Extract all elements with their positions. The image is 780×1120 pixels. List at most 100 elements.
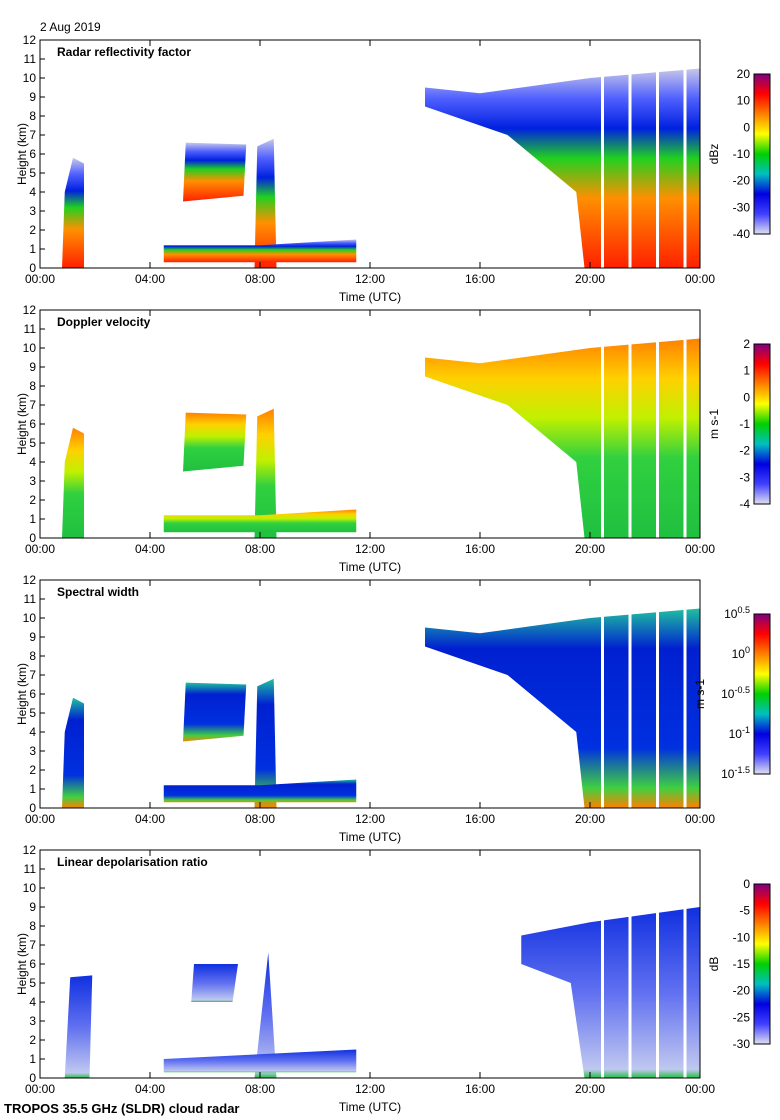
x-tick-label: 16:00 [465, 1082, 495, 1096]
tick-base: 10 [729, 727, 743, 741]
y-tick-label: 10 [23, 611, 37, 625]
echo-region [183, 142, 247, 202]
data-gap [656, 599, 659, 808]
colorbar [753, 73, 771, 235]
y-tick-label: 11 [24, 322, 37, 336]
y-tick-label: 12 [23, 573, 37, 587]
x-axis-label: Time (UTC) [339, 830, 401, 844]
x-tick-label: 20:00 [575, 542, 605, 556]
data-gap [601, 599, 604, 808]
x-tick-label: 12:00 [355, 1082, 385, 1096]
tick-exponent: -0.5 [734, 685, 750, 695]
x-tick-label: 04:00 [135, 812, 165, 826]
x-tick-label: 04:00 [135, 542, 165, 556]
colorbar-tick-label: -40 [733, 227, 751, 241]
echo-region [62, 427, 84, 538]
y-tick-label: 11 [24, 592, 37, 606]
x-tick-label: 00:00 [25, 542, 55, 556]
data-gap [656, 59, 659, 268]
data-gap [601, 897, 604, 1078]
tick-base: 10 [721, 767, 735, 781]
y-tick-label: 5 [29, 166, 36, 180]
colorbar-tick-label: 20 [737, 67, 751, 81]
y-tick-label: 6 [29, 147, 36, 161]
y-tick-label: 1 [29, 512, 36, 526]
y-tick-label: 8 [29, 649, 36, 663]
colorbar-tick-label: -25 [733, 1010, 751, 1024]
colorbar-tick-label: 10-1 [729, 725, 750, 741]
x-tick-label: 00:00 [685, 272, 715, 286]
colorbar-label: dB [707, 957, 721, 972]
y-tick-label: 5 [29, 976, 36, 990]
panel-title: Linear depolarisation ratio [57, 855, 208, 869]
y-tick-label: 1 [29, 1052, 36, 1066]
colorbar-tick-label: 0 [743, 390, 750, 404]
echo-region [62, 697, 84, 808]
x-tick-label: 08:00 [245, 1082, 275, 1096]
y-tick-label: 9 [29, 900, 36, 914]
colorbar-tick-label: 100.5 [724, 605, 750, 621]
colorbar-tick-label: 2 [743, 337, 750, 351]
data-gap [683, 897, 687, 1078]
y-tick-label: 2 [29, 1033, 36, 1047]
echo-region [254, 408, 277, 538]
echo-region [183, 412, 247, 472]
data-gap [628, 599, 632, 808]
y-tick-label: 2 [29, 223, 36, 237]
y-tick-label: 1 [29, 242, 36, 256]
colorbar-tick-label: -2 [739, 444, 750, 458]
date-label: 2 Aug 2019 [40, 20, 101, 34]
y-tick-label: 4 [29, 455, 36, 469]
colorbar-tick-label: -30 [733, 1037, 751, 1051]
echo-region [163, 779, 357, 803]
panel-title: Spectral width [57, 585, 139, 599]
x-tick-label: 16:00 [465, 542, 495, 556]
echo-region [62, 157, 84, 268]
y-tick-label: 6 [29, 417, 36, 431]
colorbar-label: m s-1 [707, 409, 721, 439]
data-gap [601, 59, 604, 268]
x-tick-label: 08:00 [245, 272, 275, 286]
y-tick-label: 0 [29, 261, 36, 275]
x-tick-label: 08:00 [245, 542, 275, 556]
tick-exponent: -1.5 [734, 765, 750, 775]
x-tick-label: 16:00 [465, 272, 495, 286]
tick-exponent: 0 [745, 645, 750, 655]
data-gap [656, 329, 659, 538]
data-gap [628, 59, 632, 268]
echo-region [254, 678, 277, 808]
echo-region [64, 975, 93, 1078]
tick-base: 10 [724, 607, 738, 621]
x-tick-label: 00:00 [25, 1082, 55, 1096]
y-tick-label: 12 [23, 33, 37, 47]
colorbar-tick-label: -4 [739, 497, 750, 511]
x-tick-label: 12:00 [355, 542, 385, 556]
y-tick-label: 1 [29, 782, 36, 796]
echo-region [163, 239, 357, 263]
colorbar-tick-label: -20 [733, 984, 751, 998]
x-axis-label: Time (UTC) [339, 1100, 401, 1114]
colorbar-tick-label: -3 [739, 470, 750, 484]
y-tick-label: 11 [24, 52, 37, 66]
panel-1: Radar reflectivity factor012345678910111… [15, 33, 771, 304]
y-tick-label: 0 [29, 531, 36, 545]
data-gap [628, 897, 632, 1078]
colorbar-tick-label: -30 [733, 200, 751, 214]
x-axis-label: Time (UTC) [339, 290, 401, 304]
y-tick-label: 4 [29, 995, 36, 1009]
echo-region [163, 1049, 357, 1073]
colorbar [753, 613, 771, 775]
x-tick-label: 00:00 [685, 1082, 715, 1096]
tick-base: 10 [732, 647, 746, 661]
y-axis-label: Height (km) [15, 393, 29, 455]
x-tick-label: 00:00 [685, 542, 715, 556]
y-axis-label: Height (km) [15, 663, 29, 725]
y-tick-label: 2 [29, 493, 36, 507]
y-tick-label: 7 [29, 668, 36, 682]
x-tick-label: 20:00 [575, 272, 605, 286]
x-tick-label: 20:00 [575, 1082, 605, 1096]
y-tick-label: 12 [23, 303, 37, 317]
y-tick-label: 3 [29, 1014, 36, 1028]
